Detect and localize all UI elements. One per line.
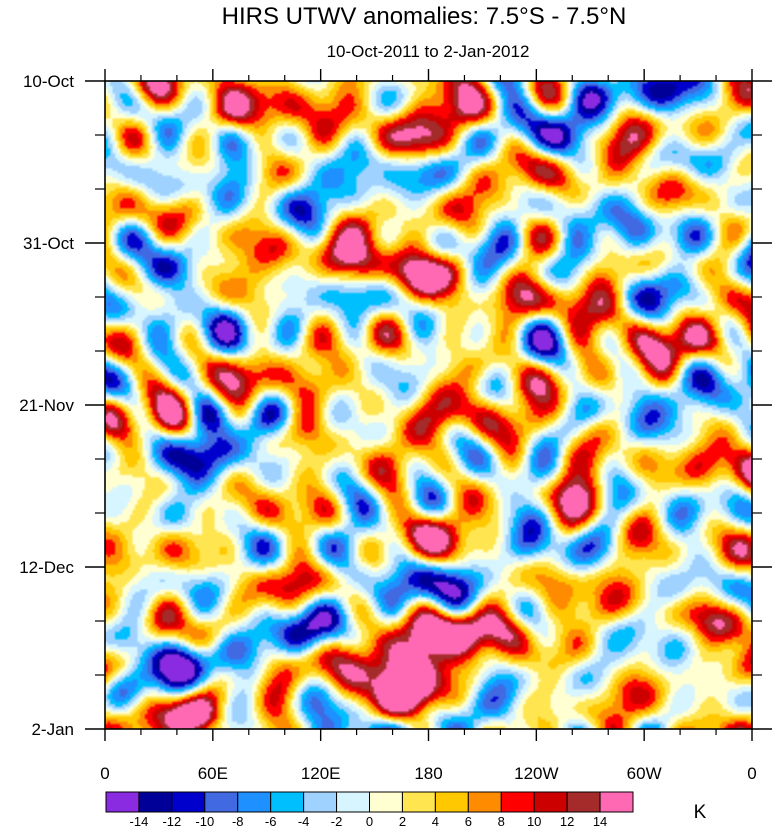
plot-area: 0 60E 120E 180 120W 60W 0 10-Oct 31-Oct 21-Nov 12… xyxy=(19,69,772,783)
colorbar-label: -10 xyxy=(195,814,214,829)
colorbar-box xyxy=(533,791,568,813)
chart-subtitle: 10-Oct-2011 to 2-Jan-2012 xyxy=(327,42,530,61)
colorbar-label: -8 xyxy=(232,814,244,829)
chart-title: HIRS UTWV anomalies: 7.5°S - 7.5°N xyxy=(222,3,627,30)
colorbar-box xyxy=(467,791,502,813)
colorbar-box xyxy=(369,791,403,813)
colorbar-box xyxy=(138,791,173,813)
y-tick-label: 2-Jan xyxy=(31,720,74,739)
plot-frame xyxy=(104,80,753,730)
colorbar-box xyxy=(401,791,436,813)
colorbar-label: 4 xyxy=(432,814,439,829)
colorbar-box xyxy=(204,791,239,813)
colorbar-box xyxy=(599,791,634,813)
colorbar-label: 12 xyxy=(560,814,574,829)
colorbar-label: 14 xyxy=(593,814,607,829)
x-tick-label: 120E xyxy=(301,764,341,783)
x-axis: 0 60E 120E 180 120W 60W 0 xyxy=(100,69,757,783)
colorbar-label: -4 xyxy=(298,814,310,829)
colorbar-box xyxy=(566,791,601,813)
colorbar-label: 10 xyxy=(527,814,541,829)
colorbar-box xyxy=(105,791,140,813)
y-tick-label: 10-Oct xyxy=(23,72,74,91)
x-tick-label: 60W xyxy=(627,764,662,783)
colorbar-label: 6 xyxy=(465,814,472,829)
x-tick-label: 60E xyxy=(198,764,228,783)
x-tick-label: 0 xyxy=(747,764,756,783)
colorbar-label: -6 xyxy=(265,814,277,829)
colorbar-box xyxy=(171,791,206,813)
y-tick-label: 21-Nov xyxy=(19,396,74,415)
colorbar-box xyxy=(270,791,305,813)
y-tick-label: 12-Dec xyxy=(19,558,74,577)
y-axis: 10-Oct 31-Oct 21-Nov 12-Dec 2-Jan xyxy=(19,72,772,739)
colorbar-label: -12 xyxy=(162,814,181,829)
x-tick-label: 0 xyxy=(100,764,109,783)
colorbar-box xyxy=(303,791,338,813)
colorbar-box xyxy=(500,791,535,813)
colorbar-label: 8 xyxy=(498,814,505,829)
colorbar-box xyxy=(336,791,370,813)
x-tick-label: 180 xyxy=(414,764,442,783)
colorbar-label: 2 xyxy=(399,814,406,829)
colorbar-label: -2 xyxy=(331,814,343,829)
colorbar: -14 -12 -10 -8 -6 -4 -2 0 2 4 6 8 10 12 14 xyxy=(105,791,634,829)
colorbar-unit: K xyxy=(694,802,707,823)
y-tick-label: 31-Oct xyxy=(23,234,74,253)
colorbar-label: -14 xyxy=(130,814,149,829)
x-tick-label: 120W xyxy=(514,764,558,783)
colorbar-label: 0 xyxy=(366,814,373,829)
colorbar-box xyxy=(237,791,272,813)
colorbar-box xyxy=(434,791,469,813)
heatmap-field xyxy=(105,81,752,729)
